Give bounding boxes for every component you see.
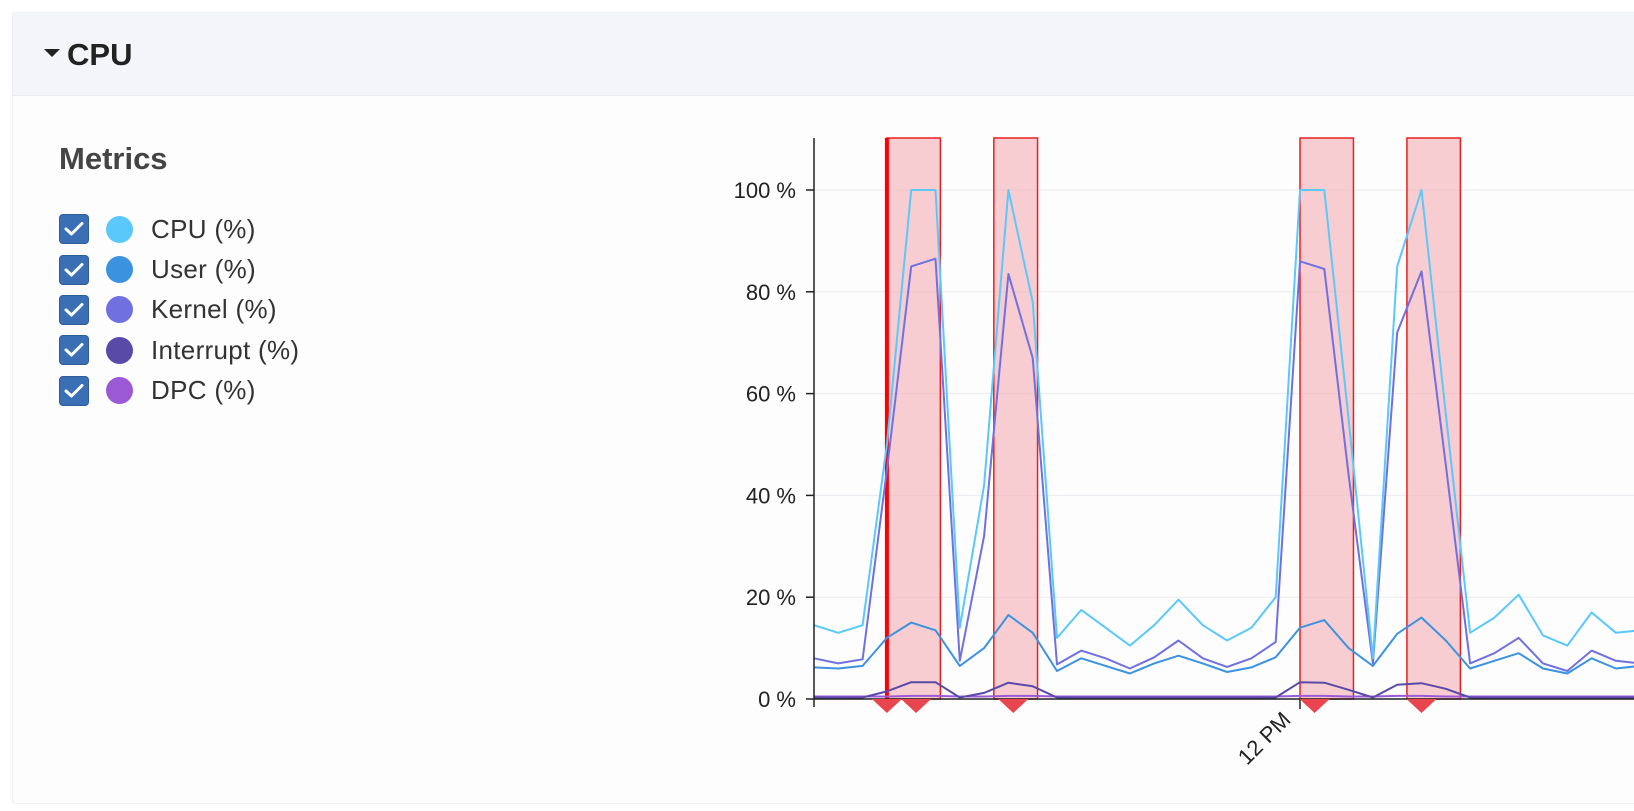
metric-item-interrupt[interactable]: Interrupt (%)	[59, 330, 299, 370]
cpu-panel: CPU Metrics CPU (%) User (%) Kernel (%)	[12, 12, 1634, 804]
event-marker	[998, 699, 1029, 713]
y-tick-label: 60 %	[746, 382, 796, 407]
metric-item-user[interactable]: User (%)	[59, 249, 299, 289]
color-dot	[106, 377, 133, 405]
metrics-list: CPU (%) User (%) Kernel (%) Interrupt (%…	[59, 209, 299, 411]
series-line	[813, 257, 1634, 672]
event-marker	[871, 699, 902, 713]
series-line	[814, 694, 1634, 698]
checkbox[interactable]	[59, 214, 89, 245]
metric-label: Interrupt (%)	[151, 334, 300, 365]
highlight-range	[993, 137, 1039, 700]
checkmark-icon	[64, 302, 84, 317]
caret-down-icon[interactable]	[44, 49, 60, 57]
metric-label: Kernel (%)	[151, 294, 277, 325]
color-dot	[106, 215, 133, 243]
x-tick-label: 12 PM	[1233, 707, 1296, 770]
metric-item-cpu[interactable]: CPU (%)	[59, 209, 299, 249]
checkmark-icon	[64, 262, 84, 277]
color-dot	[106, 296, 133, 324]
checkbox[interactable]	[59, 375, 89, 406]
event-marker	[901, 699, 932, 713]
panel-title: CPU	[67, 37, 133, 72]
metric-label: User (%)	[151, 254, 256, 285]
checkbox[interactable]	[59, 294, 89, 325]
checkmark-icon	[64, 222, 84, 236]
metrics-title: Metrics	[59, 141, 168, 176]
y-tick-label: 0 %	[758, 687, 796, 712]
highlight-range	[886, 137, 942, 700]
checkmark-icon	[64, 383, 84, 398]
y-tick-label: 40 %	[746, 483, 796, 508]
metric-item-kernel[interactable]: Kernel (%)	[59, 290, 299, 330]
y-tick-label: 20 %	[746, 585, 796, 610]
metric-label: DPC (%)	[151, 375, 256, 406]
color-dot	[106, 336, 133, 364]
checkmark-icon	[64, 343, 84, 357]
metric-label: CPU (%)	[151, 213, 256, 244]
event-marker	[1299, 699, 1330, 713]
highlight-range	[1299, 137, 1355, 700]
series-line	[813, 614, 1634, 675]
color-dot	[106, 256, 133, 284]
highlight-range	[1406, 137, 1462, 700]
checkbox[interactable]	[59, 335, 89, 366]
series-line	[814, 681, 1634, 699]
y-tick-label: 100 %	[734, 178, 796, 203]
y-tick-label: 80 %	[746, 280, 796, 305]
panel-header[interactable]: CPU	[13, 13, 1634, 96]
metric-item-dpc[interactable]: DPC (%)	[59, 371, 299, 411]
event-marker	[1406, 699, 1437, 713]
checkbox[interactable]	[59, 254, 89, 285]
series-line	[813, 189, 1634, 660]
